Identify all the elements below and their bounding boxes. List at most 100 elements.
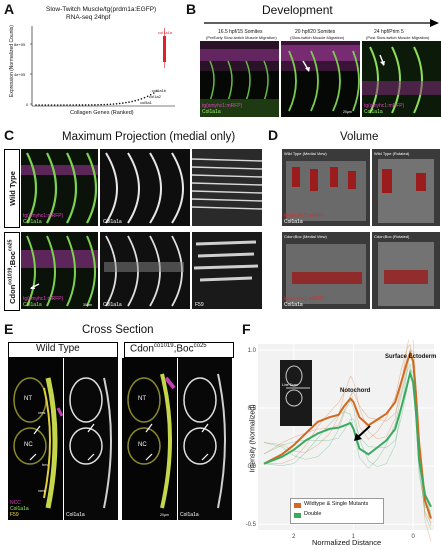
- panel-a-title-line1: Slow-Twitch Muscle/tg(prdm1a:EGFP): [46, 6, 157, 13]
- e-wt-marker-col: Col1a1a: [10, 506, 29, 512]
- rank-point: [72, 104, 74, 106]
- panel-b-letter: B: [186, 1, 197, 17]
- d-view-1-label: Wild Type (Medial View): [284, 151, 327, 156]
- c-mut-marker-magenta: tg(smyhc1:mRFP): [23, 296, 64, 302]
- c-wt-f59-image: [192, 149, 262, 226]
- c-mut-merge-image: tg(smyhc1:mRFP) Col1a1a 30µm: [21, 232, 98, 309]
- c-wt-marker-green: Col1a1a: [23, 219, 42, 225]
- gene-label-col5a1: col5a1: [140, 100, 152, 105]
- replicate-line: [263, 350, 432, 530]
- c-wt-col1a1a-image: Col1a1a: [100, 149, 190, 226]
- rank-point: [131, 100, 133, 103]
- panel-f-arrow: [354, 425, 371, 441]
- d-mut-medial-image: Cdon;Boc (Medial View) tg(smyhc1:mRFP) C…: [282, 232, 370, 309]
- x-tick-label: 0: [411, 534, 415, 540]
- panel-e-col2-sup2: co25: [193, 343, 207, 349]
- panel-c-row1-text: Wild Type: [7, 171, 17, 206]
- e-mut-col1a1a-image: Col1a1a: [178, 358, 232, 520]
- panel-d-letter: D: [268, 127, 279, 143]
- e-wt-col1a1a-label: Col1a1a: [66, 512, 85, 518]
- panel-c-row2-text: Cdonco1019;Bocco25: [7, 239, 17, 303]
- rank-point: [109, 103, 112, 106]
- rank-point: [47, 104, 50, 106]
- c-mut-marker-green: Col1a1a: [23, 302, 42, 308]
- y-tick-label: 1.0: [248, 348, 257, 354]
- panel-c-row2-main: Cdon: [7, 284, 17, 304]
- stage-1-marker-green: Col1a1a: [202, 109, 221, 115]
- rank-point: [100, 103, 102, 106]
- e-wt-tissue-nc: NC: [24, 442, 33, 448]
- panel-a-title-line2: RNA-seq 24hpf: [66, 14, 111, 21]
- legend-swatch-double: [294, 513, 301, 518]
- e-wt-marker-ncc: NCC: [10, 500, 21, 506]
- rank-point: [35, 104, 37, 106]
- d-mut-rotated-image: Cdon;Boc (Rotated): [372, 232, 440, 309]
- e-wt-tissue-hm: hm: [42, 462, 48, 467]
- rank-point: [66, 104, 68, 106]
- stage-1-image: tg(smyhc1:mRFP) Col1a1a: [200, 41, 279, 117]
- panel-c-row2-sup2: co25: [7, 239, 14, 251]
- rank-point: [137, 99, 140, 101]
- e-mut-merge-image: NT NC 20µm: [122, 358, 177, 520]
- rank-point: [84, 104, 87, 106]
- gene-label-col1a1b: col1a1b: [152, 88, 167, 93]
- e-wt-tissue-nt: NT: [24, 396, 32, 402]
- gene-label-col1a2: col1a2: [149, 94, 161, 99]
- rank-point: [128, 101, 130, 103]
- rank-point: [91, 104, 93, 106]
- rank-point: [118, 102, 121, 105]
- panel-a-ytick-2: 4e+05: [14, 72, 26, 77]
- rank-point: [153, 92, 155, 94]
- c-wt-marker-magenta: tg(smyhc1:mRFP): [23, 213, 64, 219]
- rank-point: [60, 104, 62, 106]
- panel-f-annot-ectoderm: Surface Ectoderm: [385, 354, 437, 360]
- legend-swatch-wildtype: [294, 503, 301, 508]
- panel-a-plot: [30, 26, 175, 107]
- x-tick-label: 1: [352, 534, 356, 540]
- c-mut-col1a1a-label: Col1a1a: [103, 302, 122, 308]
- rank-point: [69, 104, 71, 106]
- legend-label-wildtype: Wildtype & Single Mutants: [304, 501, 369, 507]
- stage-3-marker-magenta: tg(smyhc1:mRFP): [364, 103, 405, 109]
- c-mut-f59-image: F59: [192, 232, 262, 309]
- panel-f-annot-notochord: Notochord: [340, 388, 371, 394]
- panel-e-col1-box: [8, 342, 118, 358]
- rank-point: [106, 103, 109, 106]
- c-wt-merge-image: tg(smyhc1:mRFP) Col1a1a: [21, 149, 98, 226]
- development-arrow: [204, 19, 439, 27]
- stage-2-line2: (Slow-twitch Muscle Migration): [290, 35, 345, 40]
- e-mut-scale: 20µm: [160, 513, 169, 517]
- panel-e-col1-label: Wild Type: [36, 343, 80, 354]
- panel-b-header: Development: [262, 3, 333, 17]
- rank-point: [112, 103, 115, 105]
- panel-c-row2-sup1: co1019: [7, 267, 14, 285]
- rank-point: [53, 104, 56, 106]
- stage-2-scale: 20µm: [343, 110, 352, 114]
- e-wt-marker-f59: F59: [10, 512, 19, 518]
- stage-1-marker-magenta: tg(smyhc1:mRFP): [202, 103, 243, 109]
- legend-label-double: Double: [304, 511, 322, 517]
- d-marker-white-1: Col1a1a: [284, 219, 303, 225]
- rank-point: [122, 102, 124, 104]
- c-mut-col1a1a-image: Col1a1a: [100, 232, 190, 309]
- rank-point: [44, 104, 47, 106]
- e-wt-tissue-vms-1: vms: [38, 410, 46, 415]
- rank-point: [134, 99, 136, 102]
- panel-a-letter: A: [4, 1, 15, 17]
- e-mut-col1a1a-label: Col1a1a: [180, 512, 199, 518]
- panel-f-ylabel: Intensity (Normalized): [249, 404, 257, 473]
- rank-point: [63, 104, 65, 106]
- panel-c-row1-label: Wild Type: [4, 149, 20, 228]
- panel-f-legend: Wildtype & Single Mutants Double: [290, 498, 384, 524]
- panel-e-col2-sup1: co1019: [153, 343, 174, 349]
- rank-point: [87, 104, 90, 106]
- d-marker-red-2: tg(smyhc1:mRFP): [284, 296, 325, 302]
- panel-e-col2-label: Cdonco1019;Bocco25: [130, 343, 207, 354]
- panel-e-letter: E: [4, 321, 14, 337]
- d-marker-red-1: tg(smyhc1:mRFP): [284, 213, 325, 219]
- replicate-line: [263, 340, 432, 542]
- rank-point: [125, 101, 127, 104]
- panel-c-letter: C: [4, 127, 15, 143]
- d-view-3-label: Cdon;Boc (Medial View): [284, 234, 327, 239]
- rank-point: [143, 96, 146, 99]
